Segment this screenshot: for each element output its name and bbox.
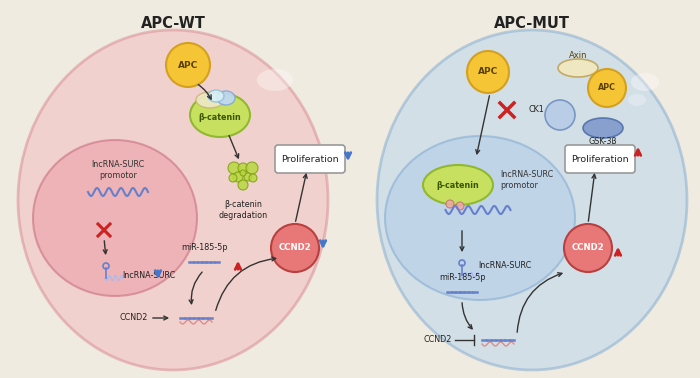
Text: lncRNA-SURC
promotor: lncRNA-SURC promotor [92,160,145,180]
Ellipse shape [217,91,235,105]
Circle shape [228,162,240,174]
Text: lncRNA-SURC: lncRNA-SURC [122,271,175,280]
Text: APC-WT: APC-WT [141,16,205,31]
Text: CCND2: CCND2 [120,313,148,322]
Ellipse shape [196,92,224,108]
Circle shape [545,100,575,130]
Circle shape [564,224,612,272]
Text: APC: APC [178,60,198,70]
Text: Proliferation: Proliferation [571,155,629,164]
Ellipse shape [377,30,687,370]
Text: CCND2: CCND2 [424,336,452,344]
Circle shape [249,174,257,182]
Ellipse shape [190,93,250,137]
Text: miR-185-5p: miR-185-5p [439,273,485,282]
Ellipse shape [583,118,623,138]
Circle shape [446,200,454,208]
Circle shape [166,43,210,87]
Text: lncRNA-SURC: lncRNA-SURC [478,260,531,270]
Circle shape [271,224,319,272]
Ellipse shape [208,90,224,102]
Text: CCND2: CCND2 [279,243,312,253]
Text: APC: APC [478,68,498,76]
Circle shape [244,173,252,181]
FancyBboxPatch shape [565,145,635,173]
FancyBboxPatch shape [275,145,345,173]
Text: APC: APC [598,84,616,93]
Ellipse shape [558,59,598,77]
Text: CK1: CK1 [528,105,544,115]
Text: miR-185-5p: miR-185-5p [181,243,228,252]
Circle shape [238,180,248,190]
Ellipse shape [257,69,293,91]
Circle shape [233,172,243,182]
Ellipse shape [631,73,659,91]
Ellipse shape [385,136,575,300]
Text: GSK-3β: GSK-3β [589,138,617,147]
Circle shape [240,170,246,176]
Text: lncRNA-SURC
promotor: lncRNA-SURC promotor [500,170,553,190]
Circle shape [588,69,626,107]
Text: Proliferation: Proliferation [281,155,339,164]
Circle shape [246,162,258,174]
Circle shape [229,174,237,182]
Circle shape [456,202,464,210]
Text: β-catenin
degradation: β-catenin degradation [218,200,267,220]
Ellipse shape [33,140,197,296]
Text: APC-MUT: APC-MUT [494,16,570,31]
Text: β-catenin: β-catenin [437,181,480,189]
Text: Axin: Axin [568,51,587,59]
Ellipse shape [423,165,493,205]
Circle shape [467,51,509,93]
Text: CCND2: CCND2 [572,243,604,253]
Circle shape [238,163,248,173]
Ellipse shape [628,94,646,106]
Text: β-catenin: β-catenin [199,113,241,121]
Ellipse shape [18,30,328,370]
